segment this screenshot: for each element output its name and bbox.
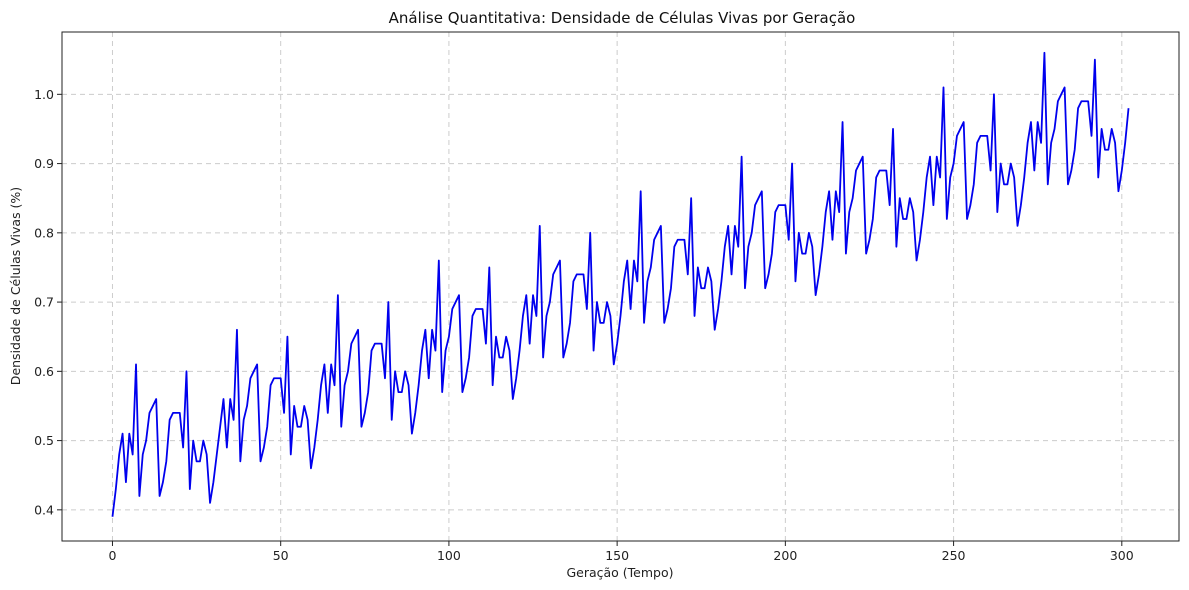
y-tick-label: 0.8: [34, 225, 54, 240]
x-tick-label: 150: [605, 548, 629, 563]
series-line: [111, 51, 1130, 517]
y-tick-label: 0.5: [34, 433, 54, 448]
x-tick-label: 0: [108, 548, 116, 563]
x-tick-label: 300: [1110, 548, 1134, 563]
y-tick-label: 0.6: [34, 364, 54, 379]
y-tick-label: 0.7: [34, 295, 54, 310]
y-tick-label: 1.0: [34, 87, 54, 102]
chart-title: Análise Quantitativa: Densidade de Célul…: [389, 9, 856, 27]
x-axis-label: Geração (Tempo): [566, 565, 673, 580]
plot-frame: [61, 31, 1180, 542]
y-axis-label: Densidade de Células Vivas (%): [8, 187, 23, 385]
x-axis-ticks: 0 50 100 150 200 250 300: [108, 541, 1134, 563]
x-tick-label: 200: [773, 548, 797, 563]
series-polyline: [111, 51, 1130, 517]
x-tick-label: 100: [437, 548, 461, 563]
y-axis-ticks: 0.4 0.5 0.6 0.7 0.8 0.9 1.0: [34, 87, 62, 517]
y-tick-label: 0.4: [34, 502, 54, 517]
x-tick-label: 50: [273, 548, 289, 563]
x-tick-label: 250: [942, 548, 966, 563]
grid: [62, 32, 1179, 541]
y-tick-label: 0.9: [34, 156, 54, 171]
